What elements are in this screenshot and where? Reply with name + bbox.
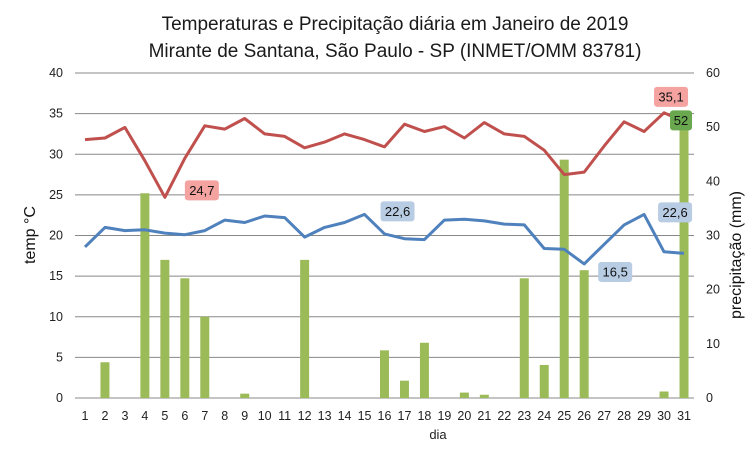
precipitation-bar: [140, 193, 150, 398]
y-right-tick-label: 10: [706, 337, 720, 351]
x-tick-label: 20: [457, 409, 471, 423]
x-tick-label: 6: [181, 409, 188, 423]
x-tick-label: 9: [241, 409, 248, 423]
data-callouts: 24,7 22,6 16,5 22,6 35,1 52: [184, 86, 693, 282]
x-tick-label: 11: [278, 409, 291, 423]
data-callout-label: 52: [674, 113, 688, 128]
x-tick-label: 26: [577, 409, 591, 423]
data-callout-box: [380, 201, 415, 222]
y-axis-left-title: temp °C: [22, 206, 39, 264]
x-tick-label: 30: [657, 409, 671, 423]
x-tick-label: 23: [517, 409, 531, 423]
y-right-tick-label: 0: [706, 391, 713, 405]
y-left-tick-label: 15: [49, 269, 63, 283]
precipitation-bars: [100, 116, 689, 398]
data-callout-box: [598, 261, 633, 282]
precipitation-bar: [539, 364, 549, 398]
x-tick-label: 5: [161, 409, 168, 423]
y-left-tick-label: 35: [49, 107, 63, 121]
y-left-tick-label: 25: [49, 188, 63, 202]
data-callout: 22,6: [658, 202, 693, 223]
x-tick-label: 7: [201, 409, 208, 423]
y-axis-right-title: precipitação (mm): [728, 191, 745, 319]
precipitation-bar: [559, 159, 569, 398]
data-callout: 16,5: [598, 261, 633, 282]
data-callout-label: 24,7: [189, 183, 214, 198]
x-tick-label: 8: [221, 409, 228, 423]
precipitation-bar: [380, 350, 389, 398]
y-left-tick-label: 20: [49, 229, 63, 243]
y-right-tick-label: 60: [706, 66, 720, 80]
y-left-tick-label: 10: [49, 310, 63, 324]
min-temperature-line: [83, 212, 685, 266]
precipitation-bar: [180, 278, 190, 398]
precipitation-bar: [300, 259, 310, 398]
precipitation-bar: [240, 393, 250, 398]
x-tick-label: 13: [318, 409, 332, 423]
y-right-tick-label: 50: [706, 120, 720, 134]
x-tick-label: 28: [617, 409, 631, 423]
data-callout: 22,6: [380, 201, 415, 222]
data-callout: 52: [670, 110, 693, 131]
y-left-tick-label: 30: [49, 147, 63, 161]
chart-title: Temperaturas e Precipitação diária em Ja…: [162, 14, 629, 35]
data-callout-label: 22,6: [662, 205, 687, 220]
x-tick-label: 1: [82, 409, 89, 423]
y-left-tick-label: 5: [56, 350, 63, 364]
data-callout-box: [658, 202, 693, 223]
x-tick-label: 19: [437, 409, 451, 423]
precipitation-bar: [519, 278, 529, 398]
data-callout-label: 16,5: [603, 264, 628, 279]
precipitation-bar: [200, 316, 210, 398]
x-tick-label: 2: [101, 409, 108, 423]
y-right-tick-label: 20: [706, 283, 720, 297]
x-tick-label: 18: [417, 409, 431, 423]
precipitation-bar: [579, 270, 589, 398]
x-tick-label: 29: [637, 409, 651, 423]
x-axis-title: dia: [429, 427, 447, 442]
x-tick-label: 25: [557, 409, 571, 423]
y-right-tick-label: 30: [706, 229, 720, 243]
precipitation-bar: [419, 342, 429, 398]
y-left-tick-label: 0: [56, 391, 63, 405]
data-callout: 35,1: [654, 86, 689, 107]
x-tick-label: 4: [141, 409, 148, 423]
x-tick-label: 10: [258, 409, 272, 423]
x-tick-label: 24: [537, 409, 551, 423]
precipitation-bar: [679, 116, 689, 398]
data-callout-box: [654, 86, 689, 107]
x-tick-label: 31: [677, 409, 691, 423]
precipitation-bar: [160, 259, 170, 398]
data-callout-label: 35,1: [658, 89, 683, 104]
y-right-tick-label: 40: [706, 174, 720, 188]
x-tick-label: 21: [477, 409, 491, 423]
data-callout-box: [184, 180, 219, 201]
precipitation-bar: [100, 362, 110, 398]
x-tick-label: 15: [358, 409, 372, 423]
precipitation-bar: [459, 392, 469, 398]
max-temperature-line: [84, 111, 685, 199]
x-tick-label: 17: [398, 409, 412, 423]
x-tick-label: 3: [121, 409, 128, 423]
y-left-tick-label: 40: [49, 66, 63, 80]
data-callout-box: [670, 110, 693, 131]
temperature-lines: [83, 111, 685, 266]
x-tick-label: 22: [497, 409, 511, 423]
precipitation-bar: [399, 380, 409, 398]
precipitation-bar: [479, 394, 489, 398]
precipitation-bar: [659, 391, 669, 398]
data-callout: 24,7: [184, 180, 219, 201]
x-tick-label: 27: [597, 409, 611, 423]
x-tick-label: 16: [378, 409, 392, 423]
x-tick-label: 12: [298, 409, 312, 423]
x-tick-label: 14: [338, 409, 352, 423]
data-callout-label: 22,6: [385, 204, 410, 219]
chart-subtitle: Mirante de Santana, São Paulo - SP (INME…: [149, 41, 642, 62]
